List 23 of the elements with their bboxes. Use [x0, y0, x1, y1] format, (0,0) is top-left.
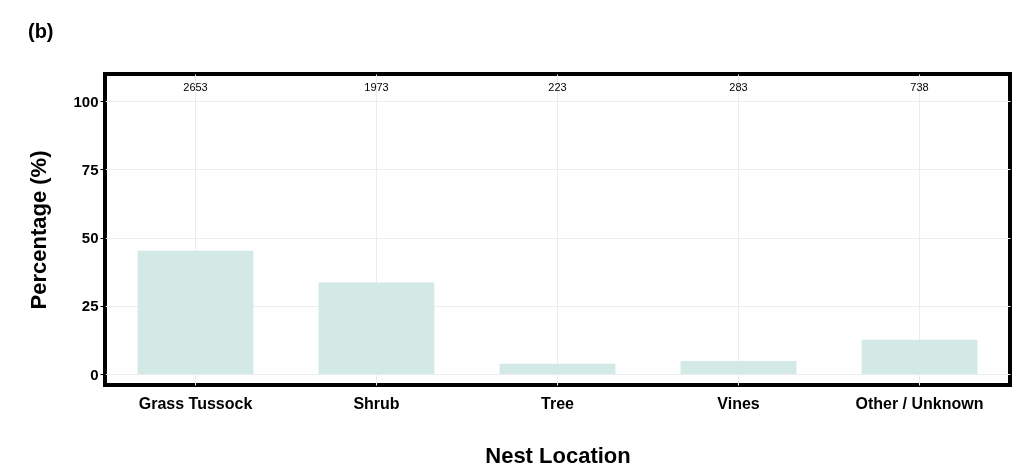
annotation: 2653 — [183, 81, 208, 93]
bar — [137, 250, 254, 375]
x-axis-title: Nest Location — [485, 442, 631, 468]
y-tick-label: 50 — [81, 229, 99, 247]
x-tick-label: Shrub — [353, 394, 400, 412]
annotation: 1973 — [364, 81, 389, 93]
x-tick-label: Vines — [717, 394, 760, 412]
bar — [680, 360, 797, 375]
annotation: 738 — [910, 81, 929, 93]
y-tick-label: 75 — [81, 160, 99, 178]
bar — [318, 282, 435, 375]
x-tick-label: Tree — [541, 394, 575, 412]
bar — [861, 339, 978, 375]
y-tick-label: 25 — [81, 297, 99, 315]
chart-title: (b) — [27, 20, 54, 42]
y-tick-label: 100 — [73, 92, 99, 110]
y-axis-title: Percentage (%) — [26, 150, 52, 310]
x-tick-label: Other / Unknown — [855, 394, 984, 412]
x-tick-label: Grass Tussock — [138, 394, 253, 412]
y-tick-label: 0 — [90, 365, 99, 383]
annotation: 223 — [548, 81, 567, 93]
bar — [499, 363, 616, 375]
annotation: 283 — [729, 81, 748, 93]
